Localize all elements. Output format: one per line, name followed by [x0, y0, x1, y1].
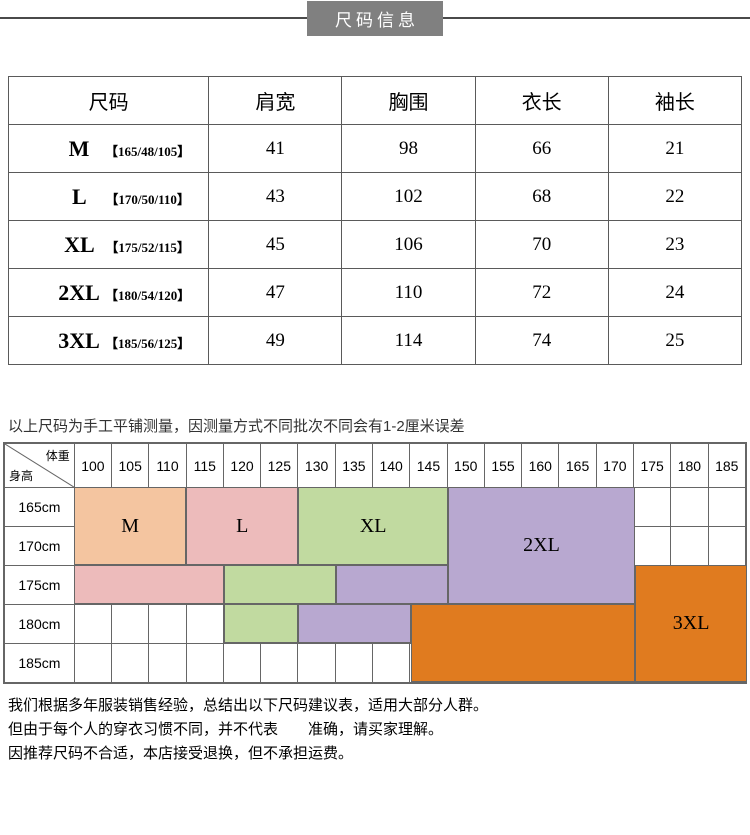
- size-zone-label: 2XL: [523, 534, 560, 557]
- weight-header: 175: [634, 444, 671, 488]
- weight-header: 150: [447, 444, 484, 488]
- table-row: 3XL【185/56/125】491147425: [9, 317, 742, 365]
- size-value: 98: [342, 125, 475, 173]
- height-header: 185cm: [5, 644, 75, 683]
- weight-header: 115: [186, 444, 223, 488]
- size-value: 110: [342, 269, 475, 317]
- footer-line-3: 因推荐尺码不合适，本店接受退换，但不承担运费。: [8, 742, 750, 766]
- height-header: 180cm: [5, 605, 75, 644]
- height-header: 170cm: [5, 527, 75, 566]
- size-zone-extra: [74, 565, 224, 604]
- corner-weight-label: 体重: [46, 447, 70, 464]
- size-value: 49: [209, 317, 342, 365]
- size-cell: M【165/48/105】: [9, 125, 209, 173]
- size-name: 3XL: [53, 328, 105, 354]
- table-row: M【165/48/105】41986621: [9, 125, 742, 173]
- size-value: 72: [475, 269, 608, 317]
- table-row: 2XL【180/54/120】471107224: [9, 269, 742, 317]
- size-cell: L【170/50/110】: [9, 173, 209, 221]
- size-zone-extra: [298, 604, 410, 643]
- col-sleeve: 袖长: [608, 77, 741, 125]
- rec-corner-cell: 体重 身高: [5, 444, 75, 488]
- col-length: 衣长: [475, 77, 608, 125]
- size-value: 68: [475, 173, 608, 221]
- size-name: XL: [53, 232, 105, 258]
- size-table-header-row: 尺码 肩宽 胸围 衣长 袖长: [9, 77, 742, 125]
- size-value: 41: [209, 125, 342, 173]
- measurement-note: 以上尺码为手工平铺测量，因测量方式不同批次不同会有1-2厘米误差: [8, 415, 750, 436]
- size-zone-extra: [224, 604, 299, 643]
- size-value: 21: [608, 125, 741, 173]
- weight-header: 160: [522, 444, 559, 488]
- size-name: 2XL: [53, 280, 105, 306]
- size-value: 24: [608, 269, 741, 317]
- weight-header: 145: [410, 444, 447, 488]
- weight-header: 135: [335, 444, 372, 488]
- size-zone: 2XL: [448, 487, 635, 604]
- weight-header: 170: [596, 444, 633, 488]
- weight-header: 110: [149, 444, 186, 488]
- size-value: 106: [342, 221, 475, 269]
- size-value: 23: [608, 221, 741, 269]
- weight-header: 155: [484, 444, 521, 488]
- corner-height-label: 身高: [9, 467, 33, 484]
- weight-header: 140: [373, 444, 410, 488]
- size-spec: 【175/52/115】: [105, 240, 190, 255]
- size-value: 22: [608, 173, 741, 221]
- size-zone-label: 3XL: [673, 612, 710, 635]
- size-value: 45: [209, 221, 342, 269]
- weight-header: 120: [223, 444, 260, 488]
- size-zone: 3XL: [635, 565, 747, 682]
- size-value: 43: [209, 173, 342, 221]
- size-cell: 3XL【185/56/125】: [9, 317, 209, 365]
- footer-line-2: 但由于每个人的穿衣习惯不同，并不代表 准确，请买家理解。: [8, 718, 750, 742]
- size-value: 70: [475, 221, 608, 269]
- size-zone: M: [74, 487, 186, 565]
- size-spec: 【170/50/110】: [105, 192, 190, 207]
- weight-header: 165: [559, 444, 596, 488]
- size-zone-extra: [224, 565, 336, 604]
- table-row: XL【175/52/115】451067023: [9, 221, 742, 269]
- size-value: 114: [342, 317, 475, 365]
- weight-header: 125: [261, 444, 298, 488]
- col-size: 尺码: [9, 77, 209, 125]
- weight-header: 180: [671, 444, 708, 488]
- size-info-table: 尺码 肩宽 胸围 衣长 袖长 M【165/48/105】41986621L【17…: [8, 76, 742, 365]
- size-spec: 【180/54/120】: [105, 288, 190, 303]
- size-spec: 【185/56/125】: [105, 336, 190, 351]
- size-value: 74: [475, 317, 608, 365]
- size-cell: XL【175/52/115】: [9, 221, 209, 269]
- size-zone-label: M: [121, 515, 139, 538]
- table-row: L【170/50/110】431026822: [9, 173, 742, 221]
- size-value: 47: [209, 269, 342, 317]
- size-name: M: [53, 136, 105, 162]
- size-name: L: [53, 184, 105, 210]
- size-zone-extra: [411, 604, 635, 682]
- size-value: 66: [475, 125, 608, 173]
- height-header: 165cm: [5, 488, 75, 527]
- size-zone-label: L: [236, 515, 248, 538]
- size-spec: 【165/48/105】: [105, 144, 190, 159]
- size-zone-label: XL: [360, 515, 387, 538]
- size-recommendation-chart: 体重 身高 1001051101151201251301351401451501…: [3, 442, 747, 684]
- weight-header: 100: [74, 444, 111, 488]
- size-zone: XL: [298, 487, 448, 565]
- footer-line-1: 我们根据多年服装销售经验，总结出以下尺码建议表，适用大部分人群。: [8, 694, 750, 718]
- weight-header: 105: [112, 444, 149, 488]
- weight-header: 185: [708, 444, 745, 488]
- section-header: 尺码信息: [0, 0, 750, 36]
- height-header: 175cm: [5, 566, 75, 605]
- col-shoulder: 肩宽: [209, 77, 342, 125]
- size-cell: 2XL【180/54/120】: [9, 269, 209, 317]
- col-chest: 胸围: [342, 77, 475, 125]
- size-value: 25: [608, 317, 741, 365]
- weight-header: 130: [298, 444, 335, 488]
- size-zone: L: [186, 487, 298, 565]
- size-zone-extra: [336, 565, 448, 604]
- header-title: 尺码信息: [307, 1, 443, 36]
- size-value: 102: [342, 173, 475, 221]
